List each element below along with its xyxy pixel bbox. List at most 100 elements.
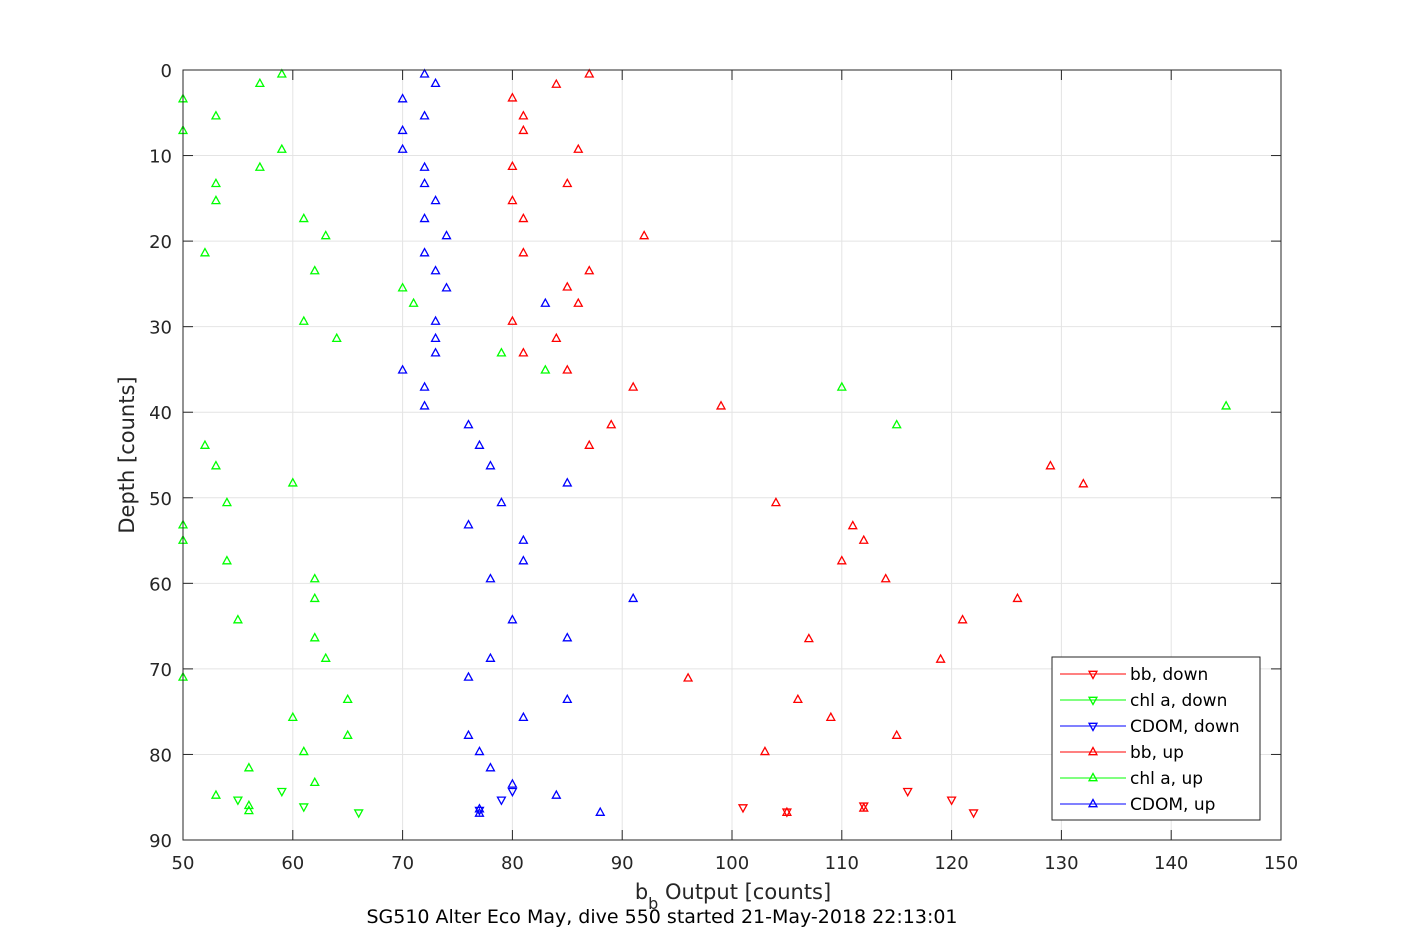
chl-a-up-marker [199,439,211,449]
chl-a-up-marker [210,789,221,799]
bb-up-marker [507,160,518,171]
chl-a-up-marker [210,110,221,120]
bb-up-marker [935,653,946,663]
cdom-up-marker [507,614,518,624]
cdom-down-marker [474,806,485,816]
legend-marker-chl-a-down [1087,696,1099,706]
cdom-up-marker [419,68,430,78]
chl-a-up-marker [891,419,902,429]
chl-a-up-marker [342,729,353,739]
x-tick-label: 50 [172,853,195,874]
y-axis-label: Depth [counts] [115,376,139,533]
bb-up-marker [584,265,595,275]
legend-box [1051,656,1261,821]
cdom-up-marker [485,460,496,470]
legend-label-bb-up: bb, up [1130,743,1184,763]
cdom-up-marker [397,93,408,103]
chl-a-up-marker [298,315,309,325]
cdom-up-marker [419,161,430,171]
cdom-up-marker [397,143,408,153]
bb-up-marker [1012,592,1023,603]
legend-items: bb, down chl a, down CDOM, down bb, up chl a… [1060,665,1240,815]
chl-a-up-marker [309,265,320,275]
bb-up-marker [507,92,518,102]
bb-up-marker [891,729,902,739]
axis-ticks [182,69,1282,841]
chl-a-up-marker [540,364,551,374]
chl-a-up-marker [342,693,353,704]
bb-up-marker [518,213,529,223]
bb-up-marker [562,177,573,188]
bb-up-marker [781,806,792,816]
bb-up-marker [584,68,595,78]
y-tick-label: 70 [149,660,172,681]
legend-label-bb-down: bb, down [1130,665,1208,685]
cdom-up-marker [441,282,452,292]
chl-a-down-marker [353,809,364,819]
chl-a-up-marker [309,573,320,583]
chl-a-up-marker [210,177,221,188]
x-tick-label: 110 [825,853,859,874]
bb-up-marker [518,247,529,257]
cdom-down-marker [507,787,518,798]
cdom-up-marker [430,77,441,88]
cdom-up-marker [485,652,496,662]
legend-label-chl-a-down: chl a, down [1130,691,1227,711]
x-tick-label: 70 [391,853,414,874]
chl-a-down-marker [298,803,309,813]
bb-up-marker [573,143,584,153]
legend-marker-bb-down [1087,670,1099,680]
cdom-up-marker [463,419,474,429]
chl-a-up-marker [287,711,298,722]
chl-a-up-marker [243,762,254,772]
x-tick-labels: 50 60 70 80 90 100 110 120 130 140 150 [172,853,1299,874]
y-tick-label: 20 [149,232,172,253]
x-tick-label: 60 [281,853,304,874]
legend-marker-cdom-down [1087,722,1099,732]
data-markers [177,68,1232,819]
x-axis-label-main: b [635,880,648,904]
bb-up-marker [715,400,727,410]
legend-marker-bb-up [1087,746,1099,756]
bb-up-marker [518,347,529,357]
chl-a-up-marker [276,68,287,78]
cdom-up-marker [485,573,496,583]
chl-a-up-marker [836,381,847,391]
bb-up-marker [573,297,584,307]
x-tick-label: 90 [611,853,634,874]
bb-up-marker [957,614,968,624]
bb-down-marker [902,787,913,798]
y-tick-label: 60 [149,574,172,595]
chl-a-up-marker [232,614,243,624]
cdom-up-marker [628,592,639,603]
bb-down-marker [968,809,979,819]
x-axis-label-subscript: b [648,894,658,913]
chl-a-up-marker [210,460,221,470]
cdom-up-marker [463,729,474,739]
x-axis-label-rest: Output [counts] [658,880,831,904]
chl-a-up-marker [309,776,320,787]
cdom-up-marker [430,347,441,357]
bb-up-marker [858,534,869,544]
bb-up-marker [1045,460,1056,470]
bb-up-marker [847,520,858,530]
chl-a-up-marker [298,213,309,223]
cdom-up-marker [441,230,452,240]
chl-a-up-marker [221,555,232,565]
chl-a-up-marker [496,347,507,357]
bb-up-marker [639,230,650,240]
bb-up-marker [518,110,529,120]
cdom-up-marker [474,807,485,817]
bb-up-marker [803,633,814,643]
chl-a-up-marker [254,77,265,88]
chl-a-up-marker [243,799,254,810]
chl-a-up-marker [210,195,221,205]
legend-marker-chl-a-up [1087,772,1099,782]
y-tick-label: 30 [149,318,172,339]
legend-marker-cdom-up [1087,798,1099,808]
chl-a-up-marker [320,230,331,240]
chl-a-up-marker [243,805,254,815]
cdom-up-marker [419,177,430,188]
chl-a-down-marker [232,796,243,806]
cdom-up-marker [518,534,529,544]
